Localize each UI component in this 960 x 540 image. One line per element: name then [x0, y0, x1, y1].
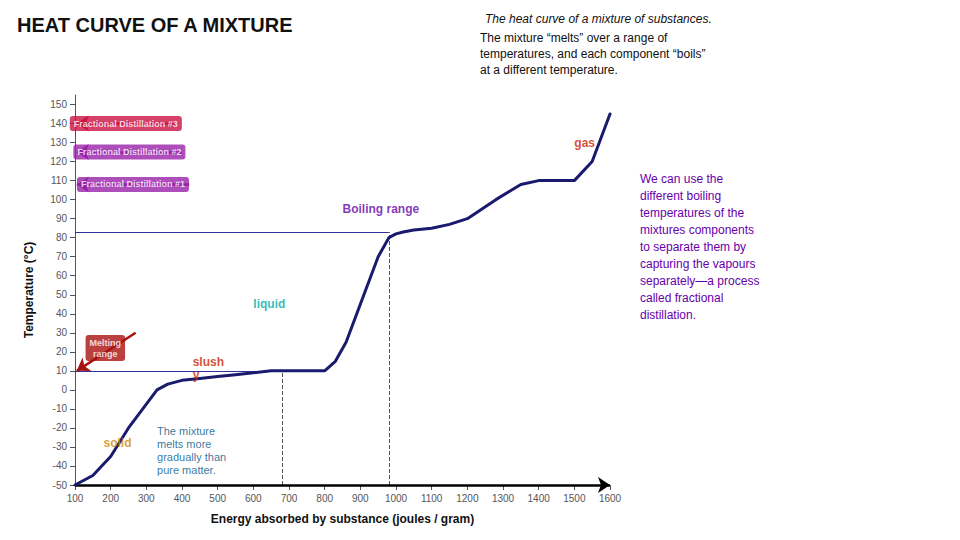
svg-text:-50: -50 — [53, 480, 68, 491]
svg-text:800: 800 — [316, 493, 333, 504]
svg-text:110: 110 — [51, 175, 67, 186]
svg-text:The heat curve of a mixture of: The heat curve of a mixture of substance… — [485, 12, 712, 26]
svg-text:300: 300 — [138, 493, 155, 504]
svg-text:70: 70 — [56, 251, 68, 262]
svg-text:temperatures of the: temperatures of the — [640, 206, 744, 220]
svg-text:30: 30 — [56, 327, 68, 338]
svg-text:-10: -10 — [53, 403, 68, 414]
svg-text:solid: solid — [104, 436, 132, 450]
svg-text:The mixture: The mixture — [157, 425, 215, 437]
svg-text:Fractional Distillation #2: Fractional Distillation #2 — [77, 147, 181, 157]
svg-text:We can use the: We can use the — [640, 172, 723, 186]
svg-text:-40: -40 — [53, 460, 68, 471]
svg-text:capturing the vapours: capturing the vapours — [640, 257, 755, 271]
svg-text:900: 900 — [352, 493, 369, 504]
svg-text:pure matter.: pure matter. — [157, 464, 216, 476]
svg-text:500: 500 — [209, 493, 226, 504]
svg-text:90: 90 — [56, 213, 68, 224]
svg-text:1400: 1400 — [528, 493, 551, 504]
svg-text:Temperature (°C): Temperature (°C) — [22, 242, 36, 339]
svg-text:different boiling: different boiling — [640, 189, 721, 203]
svg-text:Boiling range: Boiling range — [343, 202, 420, 216]
svg-text:1200: 1200 — [456, 493, 479, 504]
svg-text:700: 700 — [281, 493, 298, 504]
svg-text:20: 20 — [56, 346, 68, 357]
svg-text:130: 130 — [50, 137, 67, 148]
svg-text:at a different temperature.: at a different temperature. — [480, 63, 618, 77]
svg-text:600: 600 — [245, 493, 262, 504]
svg-text:100: 100 — [67, 493, 84, 504]
svg-text:120: 120 — [50, 156, 67, 167]
svg-text:140: 140 — [50, 118, 67, 129]
svg-text:gas: gas — [574, 136, 595, 150]
svg-text:y: y — [193, 368, 200, 382]
svg-text:1300: 1300 — [492, 493, 515, 504]
svg-text:mixtures components: mixtures components — [640, 223, 754, 237]
svg-text:gradually than: gradually than — [157, 451, 226, 463]
svg-text:The mixture “melts” over a ran: The mixture “melts” over a range of — [480, 31, 668, 45]
svg-text:temperatures, and each compone: temperatures, and each component “boils” — [480, 47, 705, 61]
svg-text:range: range — [93, 349, 118, 359]
svg-text:-20: -20 — [53, 422, 68, 433]
svg-text:1100: 1100 — [421, 493, 443, 504]
svg-text:150: 150 — [50, 99, 67, 110]
svg-text:400: 400 — [174, 493, 191, 504]
svg-text:Fractional Distillation #1: Fractional Distillation #1 — [81, 179, 185, 189]
svg-text:to separate them by: to separate them by — [640, 240, 746, 254]
svg-text:distillation.: distillation. — [640, 308, 696, 322]
svg-text:melts more: melts more — [157, 438, 211, 450]
svg-text:10: 10 — [56, 365, 68, 376]
svg-text:100: 100 — [50, 194, 67, 205]
svg-text:40: 40 — [56, 308, 68, 319]
svg-text:called fractional: called fractional — [640, 291, 723, 305]
svg-text:separately—a process: separately—a process — [640, 274, 759, 288]
svg-text:-30: -30 — [53, 441, 68, 452]
svg-text:Melting: Melting — [90, 338, 122, 348]
svg-text:1500: 1500 — [563, 493, 586, 504]
svg-text:200: 200 — [102, 493, 119, 504]
svg-text:0: 0 — [61, 384, 67, 395]
svg-text:60: 60 — [56, 270, 68, 281]
svg-text:HEAT CURVE OF A MIXTURE: HEAT CURVE OF A MIXTURE — [17, 14, 293, 36]
svg-text:slush: slush — [193, 355, 224, 369]
svg-text:80: 80 — [56, 232, 68, 243]
svg-text:50: 50 — [56, 289, 68, 300]
svg-text:Energy absorbed by substance (: Energy absorbed by substance (joules / g… — [211, 512, 474, 526]
svg-text:liquid: liquid — [253, 297, 285, 311]
svg-text:Fractional Distillation #3: Fractional Distillation #3 — [74, 119, 178, 129]
svg-text:1600: 1600 — [599, 493, 622, 504]
svg-text:1000: 1000 — [385, 493, 408, 504]
